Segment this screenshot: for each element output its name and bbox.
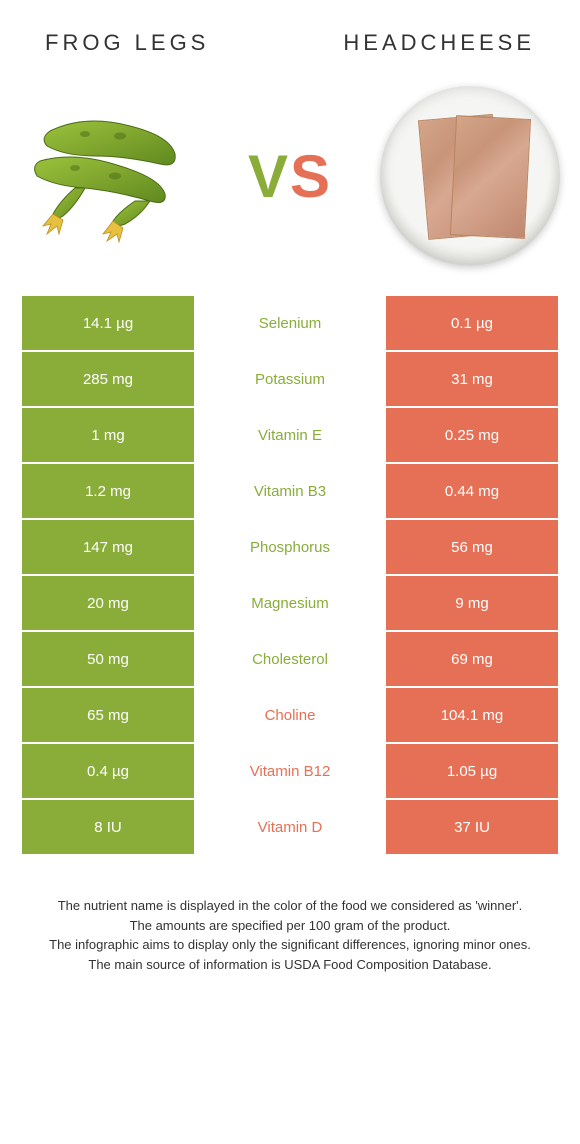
nutrient-name: Vitamin B12 xyxy=(194,744,386,798)
value-left: 50 mg xyxy=(22,632,194,686)
table-row: 0.4 µgVitamin B121.05 µg xyxy=(22,744,558,800)
vs-label: VS xyxy=(248,142,332,211)
frog-legs-image xyxy=(20,86,200,266)
table-row: 20 mgMagnesium9 mg xyxy=(22,576,558,632)
value-left: 20 mg xyxy=(22,576,194,630)
header: Frog legs Headcheese xyxy=(0,0,580,66)
footnote-line: The nutrient name is displayed in the co… xyxy=(30,896,550,916)
hero-row: VS xyxy=(0,66,580,296)
value-left: 147 mg xyxy=(22,520,194,574)
value-right: 56 mg xyxy=(386,520,558,574)
value-right: 9 mg xyxy=(386,576,558,630)
value-right: 1.05 µg xyxy=(386,744,558,798)
footnote-line: The main source of information is USDA F… xyxy=(30,955,550,975)
nutrient-name: Choline xyxy=(194,688,386,742)
table-row: 14.1 µgSelenium0.1 µg xyxy=(22,296,558,352)
nutrient-name: Potassium xyxy=(194,352,386,406)
table-row: 1 mgVitamin E0.25 mg xyxy=(22,408,558,464)
value-right: 0.25 mg xyxy=(386,408,558,462)
value-left: 1.2 mg xyxy=(22,464,194,518)
nutrient-name: Magnesium xyxy=(194,576,386,630)
table-row: 1.2 mgVitamin B30.44 mg xyxy=(22,464,558,520)
vs-v: V xyxy=(248,143,290,210)
table-row: 50 mgCholesterol69 mg xyxy=(22,632,558,688)
value-right: 37 IU xyxy=(386,800,558,854)
nutrient-name: Cholesterol xyxy=(194,632,386,686)
title-left: Frog legs xyxy=(45,30,209,56)
footnote-line: The infographic aims to display only the… xyxy=(30,935,550,955)
value-left: 0.4 µg xyxy=(22,744,194,798)
table-row: 8 IUVitamin D37 IU xyxy=(22,800,558,856)
title-right: Headcheese xyxy=(343,30,535,56)
nutrient-table: 14.1 µgSelenium0.1 µg285 mgPotassium31 m… xyxy=(0,296,580,856)
value-right: 0.44 mg xyxy=(386,464,558,518)
value-right: 69 mg xyxy=(386,632,558,686)
nutrient-name: Vitamin B3 xyxy=(194,464,386,518)
value-left: 14.1 µg xyxy=(22,296,194,350)
value-right: 104.1 mg xyxy=(386,688,558,742)
table-row: 65 mgCholine104.1 mg xyxy=(22,688,558,744)
nutrient-name: Selenium xyxy=(194,296,386,350)
value-left: 65 mg xyxy=(22,688,194,742)
value-left: 285 mg xyxy=(22,352,194,406)
nutrient-name: Vitamin E xyxy=(194,408,386,462)
footnote-line: The amounts are specified per 100 gram o… xyxy=(30,916,550,936)
vs-s: S xyxy=(290,143,332,210)
footnotes: The nutrient name is displayed in the co… xyxy=(0,856,580,994)
value-left: 1 mg xyxy=(22,408,194,462)
value-right: 0.1 µg xyxy=(386,296,558,350)
nutrient-name: Phosphorus xyxy=(194,520,386,574)
table-row: 285 mgPotassium31 mg xyxy=(22,352,558,408)
value-right: 31 mg xyxy=(386,352,558,406)
headcheese-image xyxy=(380,86,560,266)
value-left: 8 IU xyxy=(22,800,194,854)
table-row: 147 mgPhosphorus56 mg xyxy=(22,520,558,576)
nutrient-name: Vitamin D xyxy=(194,800,386,854)
